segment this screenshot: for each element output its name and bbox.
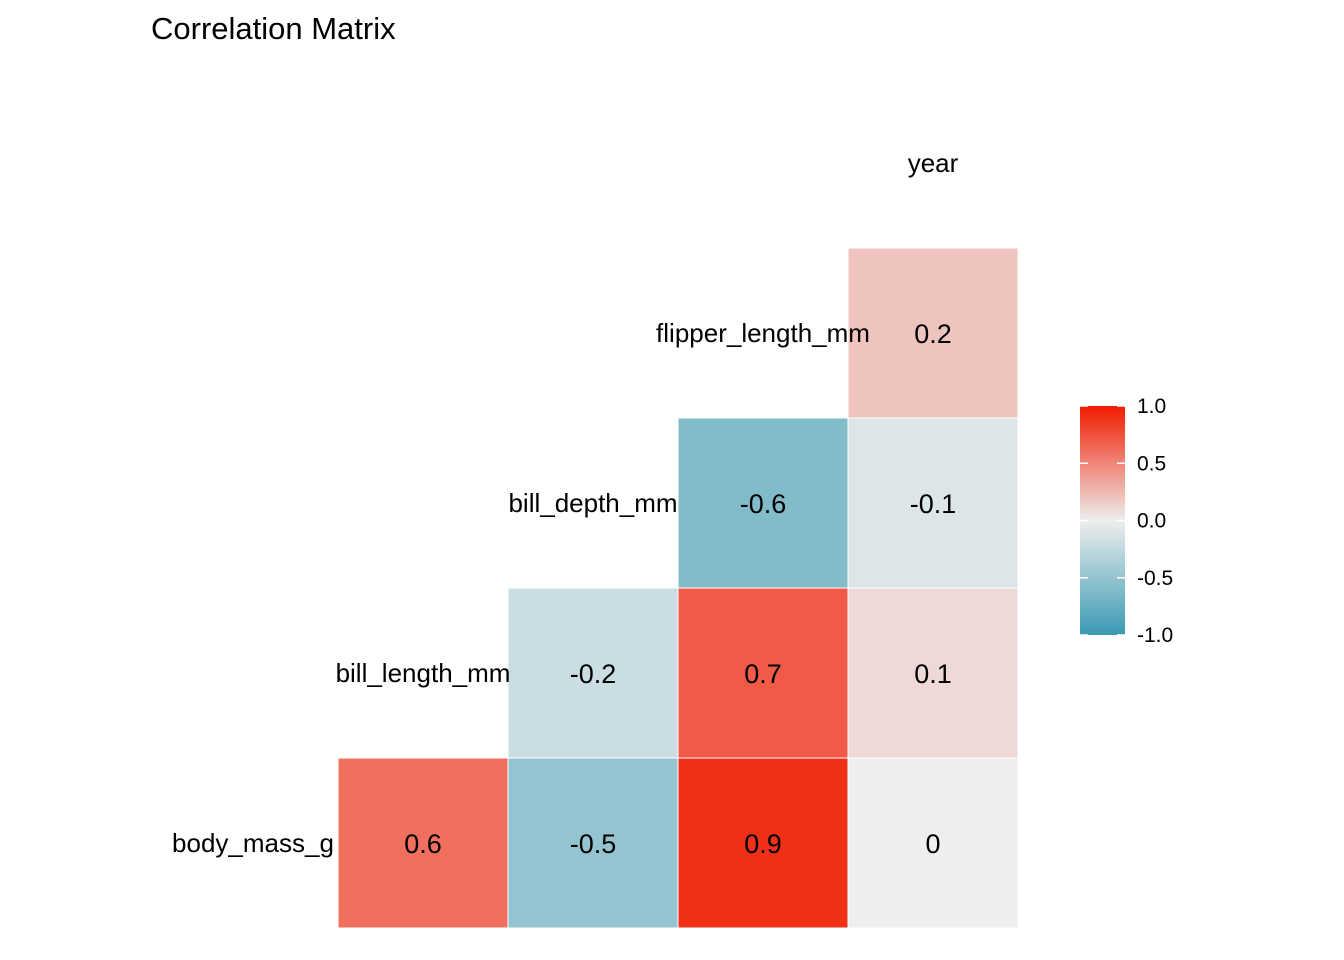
heatmap-cell-body_mass_g-bill_depth_mm [507, 757, 679, 929]
heatmap-cell-flipper_length_mm-year [847, 247, 1019, 419]
heatmap-cell-bill_length_mm-bill_depth_mm [507, 587, 679, 759]
heatmap-cell-body_mass_g-bill_length_mm [337, 757, 509, 929]
cell-value-label: -0.1 [910, 489, 957, 519]
cell-value-label: -0.2 [570, 659, 617, 689]
legend-tick-label: -0.5 [1137, 567, 1173, 590]
cell-value-label: 0.7 [744, 659, 782, 689]
heatmap-cell-bill_length_mm-flipper_length_mm [677, 587, 849, 759]
cell-value-label: 0.1 [914, 659, 952, 689]
cell-value-label: -0.6 [740, 489, 787, 519]
heatmap-cell-body_mass_g-year [847, 757, 1019, 929]
legend-tick-label: 0.5 [1137, 452, 1166, 475]
cell-value-label: -0.5 [570, 829, 617, 859]
variable-label-year: year [908, 148, 959, 178]
variable-labels: body_mass_g bill_length_mm bill_depth_mm fl… [172, 148, 959, 858]
cell-value-label: 0 [925, 829, 940, 859]
heatmap-cells: 0.2 -0.6 -0.1 -0.2 0.7 0.1 0.6 -0.5 0.9 0 [337, 247, 1019, 929]
heatmap-cell-body_mass_g-flipper_length_mm [677, 757, 849, 929]
legend-tick-label: 0.0 [1137, 510, 1166, 533]
heatmap-cell-bill_depth_mm-year [847, 417, 1019, 589]
legend-tick-label: -1.0 [1137, 624, 1173, 647]
cell-value-label: 0.6 [404, 829, 442, 859]
cell-value-label: 0.2 [914, 319, 952, 349]
heatmap-cell-bill_length_mm-year [847, 587, 1019, 759]
heatmap-cell-bill_depth_mm-flipper_length_mm [677, 417, 849, 589]
variable-label-body_mass_g: body_mass_g [172, 828, 334, 858]
cell-value-label: 0.9 [744, 829, 782, 859]
chart-title: Correlation Matrix [151, 11, 396, 46]
color-legend: 1.0 0.5 0.0 -0.5 -1.0 [1080, 395, 1173, 647]
variable-label-bill_depth_mm: bill_depth_mm [508, 488, 677, 518]
variable-label-bill_length_mm: bill_length_mm [336, 658, 511, 688]
variable-label-flipper_length_mm: flipper_length_mm [656, 318, 870, 348]
legend-tick-label: 1.0 [1137, 395, 1166, 418]
